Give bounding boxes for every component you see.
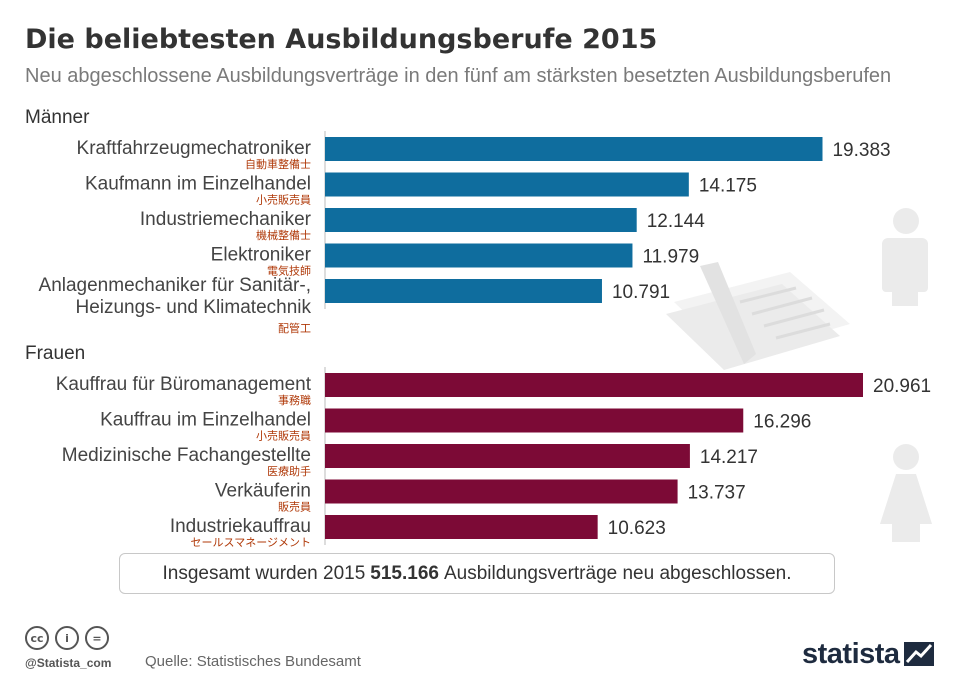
female-figure-icon: [880, 444, 932, 542]
men-bar: [325, 243, 633, 268]
men-bar: [325, 208, 637, 232]
source-note: Quelle: Statistisches Bundesamt: [145, 653, 361, 670]
women-value-label: 13.737: [688, 483, 746, 504]
summary-box: Insgesamt wurden 2015 515.166 Ausbildung…: [119, 553, 835, 594]
women-value-label: 16.296: [753, 412, 811, 433]
men-annotation: 小売販売員: [256, 194, 311, 207]
men-annotation: 電気技師: [267, 264, 311, 278]
men-annotation: 機械整備士: [256, 228, 311, 242]
women-value-label: 20.961: [873, 376, 931, 397]
women-bar: [325, 408, 744, 433]
summary-text-before: Insgesamt wurden 2015: [162, 562, 366, 584]
statista-handle: @Statista_com: [25, 656, 112, 670]
by-icon: i: [55, 626, 79, 650]
women-annotation: 事務職: [278, 393, 311, 407]
men-value-label: 10.791: [612, 282, 670, 303]
women-bar: [325, 479, 678, 504]
women-category-label: Medizinische Fachangestellte: [62, 445, 311, 466]
men-annotation: 自動車整備士: [245, 157, 311, 171]
nd-icon: =: [85, 626, 109, 650]
women-category-label: Kauffrau im Einzelhandel: [100, 410, 311, 431]
male-figure-icon: [882, 208, 928, 306]
men-category-label: Kaufmann im Einzelhandel: [85, 174, 311, 195]
men-bar: [325, 279, 602, 303]
women-annotation: 販売員: [278, 501, 311, 514]
women-category-label: Industriekauffrau: [170, 516, 311, 537]
men-value-label: 12.144: [647, 211, 706, 232]
women-annotation: 小売販売員: [256, 430, 311, 443]
chart-subtitle: Neu abgeschlossene Ausbildungsverträge i…: [25, 65, 892, 87]
women-value-label: 10.623: [608, 518, 666, 539]
women-category-label: Verkäuferin: [215, 481, 311, 502]
license-icons: cc i =: [25, 626, 109, 650]
men-category-label: Industriemechaniker: [140, 209, 312, 230]
men-category-label: Kraftfahrzeugmechatroniker: [77, 138, 312, 159]
summary-total: 515.166: [370, 562, 439, 584]
women-value-label: 14.217: [700, 447, 758, 468]
chart-title: Die beliebtesten Ausbildungsberufe 2015: [25, 24, 658, 55]
men-category-label: Anlagenmechaniker für Sanitär-,: [39, 275, 311, 296]
cc-icon: cc: [25, 626, 49, 650]
women-bar: [325, 444, 690, 468]
women-annotation: 医療助手: [267, 464, 311, 478]
men-category-label: Heizungs- und Klimatechnik: [75, 297, 311, 318]
men-value-label: 19.383: [832, 140, 890, 161]
women-category-label: Kauffrau für Büromanagement: [56, 374, 312, 395]
men-bar: [325, 172, 689, 197]
statista-logo: statista: [802, 638, 900, 670]
women-bar: [325, 373, 863, 397]
men-bar: [325, 137, 823, 161]
women-bar: [325, 515, 598, 539]
men-annotation: 配管工: [278, 321, 311, 335]
men-value-label: 11.979: [642, 247, 699, 268]
group-title-men: Männer: [25, 107, 90, 128]
contract-paper-icon: [666, 262, 850, 370]
summary-text-after: Ausbildungsverträge neu abgeschlossen.: [443, 562, 792, 584]
men-category-label: Elektroniker: [211, 245, 312, 266]
statista-mark-icon: [904, 642, 934, 666]
group-title-women: Frauen: [25, 343, 86, 364]
women-annotation: セールスマネージメント: [191, 536, 311, 549]
men-value-label: 14.175: [699, 176, 757, 197]
